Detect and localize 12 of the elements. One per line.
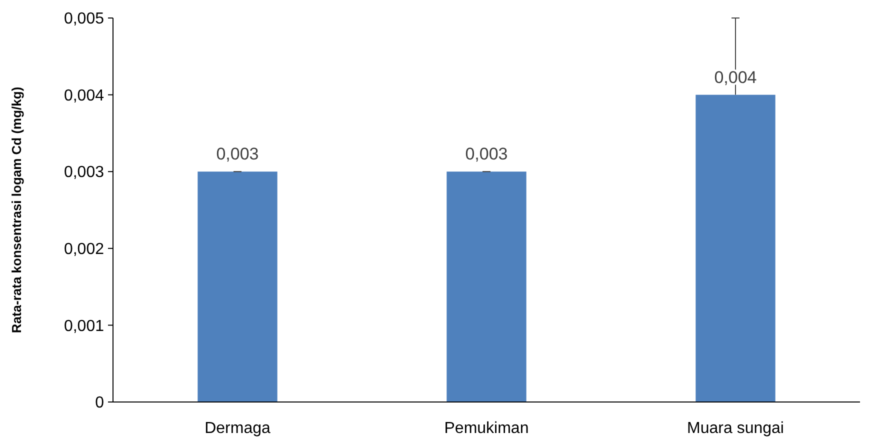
data-label: 0,003: [465, 144, 508, 164]
y-tick-label: 0,001: [64, 318, 104, 335]
y-tick-label: 0,002: [64, 241, 104, 258]
data-label: 0,003: [216, 144, 259, 164]
x-tick-label: Pemukiman: [444, 420, 529, 437]
y-tick-label: 0: [95, 394, 104, 412]
y-tick-label: 0,004: [64, 87, 104, 104]
y-axis-title: Rata-rata konsentrasi logam Cd (mg/kg): [9, 86, 24, 334]
y-tick-label: 0,005: [64, 10, 104, 28]
x-tick-label: Dermaga: [204, 420, 270, 437]
x-tick-label: Muara sungai: [687, 420, 784, 437]
y-tick-label: 0,003: [64, 164, 104, 182]
